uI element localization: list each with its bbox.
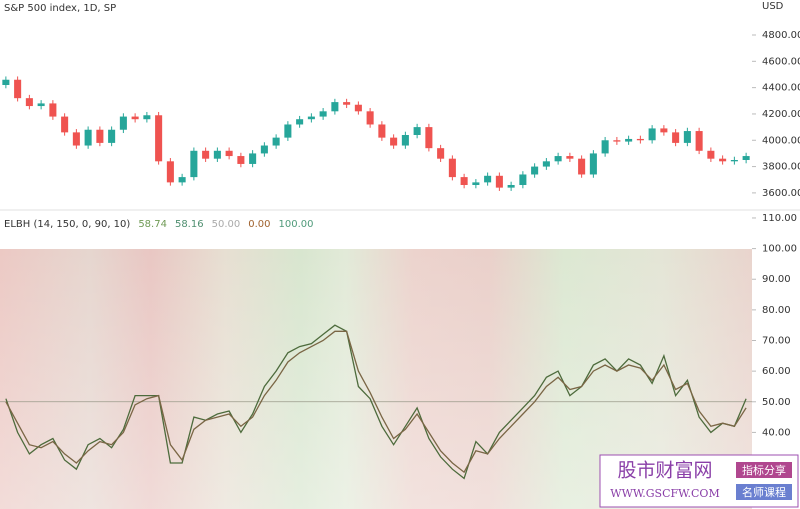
y-tick-label: 60.00	[762, 366, 791, 377]
candle-body	[131, 116, 139, 120]
candle-body	[695, 131, 703, 151]
candle-body	[25, 98, 33, 107]
y-tick-label: 50.00	[762, 397, 791, 408]
watermark-name: 股市财富网	[617, 460, 712, 482]
y-tick-label: 70.00	[762, 336, 791, 347]
candle-body	[390, 137, 398, 146]
candle-body	[636, 138, 644, 141]
indicator-line	[5, 324, 747, 480]
candle-body	[108, 129, 116, 143]
candle-body	[613, 140, 621, 142]
y-tick-label: 80.00	[762, 305, 791, 316]
candle-body	[448, 158, 456, 178]
tag-box	[736, 484, 792, 500]
y-tick-label: 4000.00	[762, 135, 800, 146]
candle-body	[225, 150, 233, 157]
y-tick-label: 90.00	[762, 274, 791, 285]
candle-body	[237, 156, 245, 164]
candle-body	[96, 129, 104, 143]
candle-body	[2, 79, 10, 85]
indicator-line	[5, 330, 747, 474]
candle-body	[742, 156, 750, 160]
y-tick-label: 40.00	[762, 427, 791, 438]
chart-title: S&P 500 index, 1D, SP	[4, 3, 116, 14]
candle-body	[61, 116, 69, 133]
candle-body	[284, 124, 292, 138]
candle-body	[472, 182, 480, 185]
candle-body	[260, 145, 268, 154]
candle-body	[460, 177, 468, 185]
axis-unit: USD	[762, 1, 784, 12]
candle-body	[401, 135, 409, 146]
status-value: 58.74	[138, 219, 167, 230]
watermark-tag: 指标分享	[742, 463, 786, 477]
candle-body	[566, 156, 574, 159]
candle-body	[542, 161, 550, 167]
candle-body	[272, 137, 280, 146]
candle-body	[366, 111, 374, 125]
candle-body	[672, 132, 680, 143]
candle-body	[37, 103, 45, 107]
candle-body	[519, 174, 527, 185]
candle-body	[319, 111, 327, 117]
candle-body	[495, 175, 503, 188]
candle-body	[190, 150, 198, 178]
watermark-url: WWW.GSCFW.COM	[610, 487, 719, 500]
candle-body	[296, 119, 304, 125]
candle-body	[343, 102, 351, 105]
candle-body	[14, 79, 22, 99]
candle-body	[166, 161, 174, 183]
status-value: 100.00	[279, 219, 314, 230]
y-tick-label: 110.00	[762, 213, 797, 224]
candle-body	[507, 185, 515, 188]
candle-body	[354, 104, 362, 112]
y-tick-label: 4600.00	[762, 56, 800, 67]
candle-body	[589, 153, 597, 175]
y-tick-label: 3600.00	[762, 188, 800, 199]
candle-body	[49, 103, 57, 117]
candle-body	[307, 116, 315, 120]
candle-body	[202, 150, 210, 159]
watermark: 股市财富网 WWW.GSCFW.COM 指标分享 名师课程	[599, 454, 799, 508]
candle-body	[437, 148, 445, 159]
y-tick-label: 100.00	[762, 244, 797, 255]
candle-body	[413, 127, 421, 135]
candle-body	[484, 175, 492, 183]
candle-body	[155, 115, 163, 162]
candle-body	[578, 158, 586, 175]
candle-body	[84, 129, 92, 146]
candle-body	[601, 140, 609, 154]
candle-body	[378, 124, 386, 138]
indicator-title: ELBH (14, 150, 0, 90, 10)	[4, 219, 130, 230]
y-tick-label: 4400.00	[762, 83, 800, 94]
candle-body	[143, 115, 151, 120]
candle-body	[249, 153, 257, 164]
candle-body	[119, 116, 127, 130]
candle-body	[683, 131, 691, 143]
candle-body	[331, 102, 339, 112]
candle-body	[178, 177, 186, 183]
candle-body	[719, 158, 727, 162]
candle-body	[554, 156, 562, 162]
y-tick-label: 3800.00	[762, 162, 800, 173]
candle-body	[72, 132, 80, 146]
candle-body	[707, 150, 715, 159]
status-value: 50.00	[212, 219, 241, 230]
watermark-tag: 名师课程	[742, 485, 786, 499]
status-value: 58.16	[175, 219, 204, 230]
tag-box	[736, 462, 792, 478]
status-value: 0.00	[248, 219, 270, 230]
candle-body	[648, 128, 656, 141]
candle-body	[531, 166, 539, 175]
y-tick-label: 4200.00	[762, 109, 800, 120]
candle-body	[213, 150, 221, 159]
candle-body	[425, 127, 433, 149]
candle-body	[625, 138, 633, 142]
candle-body	[730, 160, 738, 162]
y-tick-label: 4800.00	[762, 30, 800, 41]
candle-body	[660, 128, 668, 133]
